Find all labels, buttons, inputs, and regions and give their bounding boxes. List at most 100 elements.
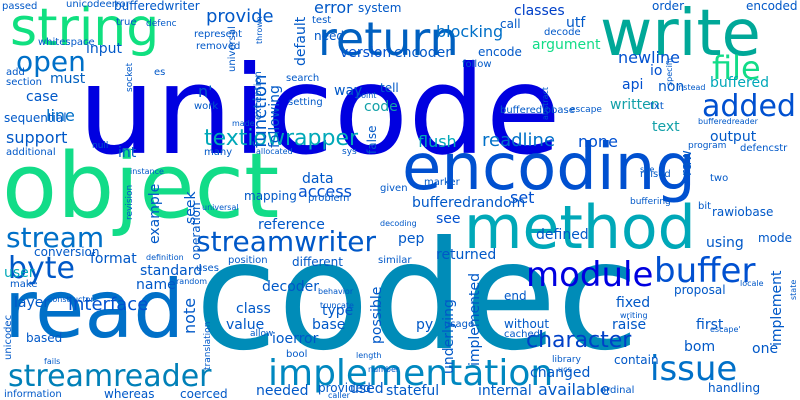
word-blocking: blocking [436,22,504,41]
word-output: output [710,129,757,145]
word-sys: sys [342,147,357,157]
word-file: file [712,49,761,87]
word-length: length [356,351,382,360]
word-sequential: sequential [4,111,67,125]
word-state: state [789,279,798,300]
word-line: line [46,106,75,125]
word-newline: newline [618,48,680,67]
word-ucs: ucs [558,365,572,374]
word-written: written [610,97,660,113]
word-allocated: allocated [256,147,293,156]
word-class: class [236,301,271,317]
word-implement: implement [769,270,785,346]
word-tell: tell [380,81,399,95]
word-ordinal: ordinal [600,385,635,396]
word-flush: flush [418,132,457,151]
word-bufferedrandom: bufferedrandom [412,195,526,211]
word-need: need [314,29,344,43]
word-translation: translation [203,321,213,370]
word-marker: marker [424,177,460,188]
word-bufferedreader: bufferedreader [698,117,758,126]
word-abstract: abstract [541,86,550,120]
word-whitespace: whitespace [38,37,95,48]
word-instance: instance [130,167,164,176]
word-buffering: buffering [630,197,671,207]
word-number: number [368,365,400,374]
word-used: used [350,381,384,397]
word-section: section [6,77,43,88]
word-encoded: encoded [746,0,798,13]
word-classes: classes [514,3,565,19]
word-io: io [650,63,663,79]
word-mapping: mapping [244,189,297,203]
word-raw: raw [679,150,695,176]
word-code: code [364,99,398,115]
word-unicode: unicode [78,40,561,182]
word-made: made [232,119,255,128]
word-make: make [10,279,38,290]
word-revision: revision [125,184,135,220]
word-allow: allow [250,329,274,339]
word-given: given [380,183,408,194]
word-input: input [86,41,123,57]
word-similar: similar [378,255,412,266]
word-streamwriter: streamwriter [196,225,377,258]
word-py: py [416,317,434,333]
word-default: default [293,16,309,66]
word-base: base [312,317,346,333]
word-socket: socket [125,62,135,92]
word-added: added [702,89,796,124]
word-truncate: truncate [320,301,354,310]
word-handling: handling [708,381,761,395]
word-stream: stream [6,221,105,254]
word-add: add [6,67,25,78]
word-implementation: implementation [268,353,554,394]
word-implemented: implemented [467,272,483,366]
word-read: read [4,263,185,356]
word-object: object [2,134,280,239]
word-name: name [136,277,176,293]
word-removed: removed [196,41,241,52]
word-codec: codec [195,210,640,384]
word-definition: definition [146,253,184,262]
word-using: using [706,235,744,251]
word-module: module [526,255,654,295]
word-program: program [688,141,727,151]
word-readline: readline [482,130,556,151]
word-random: random [176,277,208,286]
word-stateful: stateful [386,383,440,399]
word-streamreader: streamreader [8,359,212,394]
word-locale: locale [740,279,764,288]
word-encoding: encoding [402,131,696,205]
word-data: data [302,171,334,187]
word-interface: interface [68,294,149,315]
word-follow: follow [462,59,492,70]
word-format: format [90,251,137,267]
word-order: order [652,0,684,13]
word-byte: byte [8,251,76,286]
word-bit: bit [698,201,712,212]
word-error: error [314,0,353,17]
word-decode: decode [544,27,581,38]
word-position: position [228,255,268,266]
word-thrown: thrown [255,16,264,44]
word-proposal: proposal [674,283,726,297]
word-example: example [147,183,163,244]
word-encoder: encoder [394,45,452,61]
word-bom: bom [684,339,716,355]
word-behavior: behavior [318,287,354,296]
word-write: write [600,0,761,71]
word-txt: txt [650,101,664,112]
word-see: see [436,211,461,227]
word-first: first [696,317,724,333]
word-writing: writing [620,311,648,320]
word-escape: escape [570,105,602,115]
word-case: case [26,89,59,105]
word-false: false [365,125,379,154]
word-contain: contain [614,353,659,367]
word-fails: fails [44,357,61,366]
word-none: none [578,132,618,151]
word-rawiobase: rawiobase [712,205,774,219]
word-decoder: decoder [262,279,320,295]
word-usage: usage [444,319,475,330]
